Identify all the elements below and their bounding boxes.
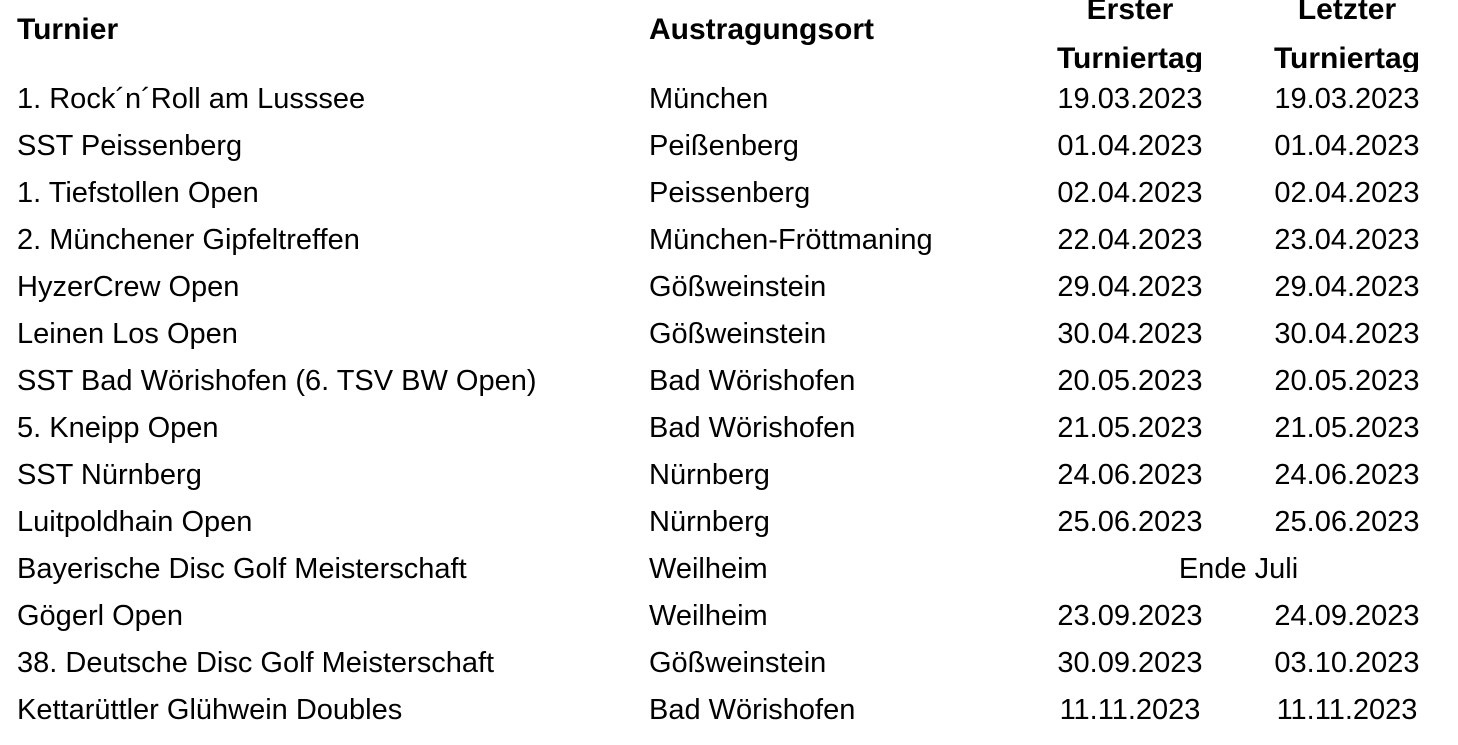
row-first-day: 21.05.2023 [1057,412,1203,444]
row-first-day: 22.04.2023 [1057,224,1203,256]
row-venue: Peissenberg [649,177,811,209]
row-first-day: 11.11.2023 [1059,694,1201,726]
row-first-day: 24.06.2023 [1057,459,1203,491]
row-tournament-name: 1. Rock´n´Roll am Lusssee [17,83,366,115]
row-venue: Bad Wörishofen [649,694,856,726]
row-first-day: 19.03.2023 [1057,83,1203,115]
row-first-day: 20.05.2023 [1057,365,1203,397]
row-tournament-name: 2. Münchener Gipfeltreffen [17,224,360,256]
row-tournament-name: 1. Tiefstollen Open [17,177,259,209]
row-venue: Nürnberg [649,506,770,538]
row-last-day: 24.09.2023 [1274,600,1420,632]
row-tournament-name: SST Peissenberg [17,130,243,162]
row-venue: München-Fröttmaning [649,224,933,256]
row-first-day: 23.09.2023 [1057,600,1203,632]
row-venue: Peißenberg [649,130,799,162]
row-tournament-name: Leinen Los Open [17,318,238,350]
row-first-day: 30.09.2023 [1057,647,1203,679]
row-tournament-name: 5. Kneipp Open [17,412,219,444]
row-venue: Gößweinstein [649,647,827,679]
row-tournament-name: Gögerl Open [17,600,184,632]
row-venue: Gößweinstein [649,271,827,303]
row-last-day: 30.04.2023 [1274,318,1420,350]
row-tournament-name: SST Nürnberg [17,459,202,491]
row-venue: Nürnberg [649,459,770,491]
header-last-day-line2: Turniertag [1273,42,1421,72]
row-last-day: 29.04.2023 [1274,271,1420,303]
header-first-day: Erster Turniertag [1030,0,1230,72]
row-last-day: 02.04.2023 [1274,177,1420,209]
header-first-day-line2: Turniertag [1056,42,1204,72]
header-venue: Austragungsort [649,13,874,46]
row-last-day: 03.10.2023 [1274,647,1420,679]
row-last-day: 19.03.2023 [1274,83,1420,115]
header-tournament: Turnier [17,13,119,46]
row-venue: Weilheim [649,553,768,585]
row-first-day: 25.06.2023 [1057,506,1203,538]
row-last-day: 24.06.2023 [1274,459,1420,491]
row-venue: Bad Wörishofen [649,412,856,444]
row-first-day: 29.04.2023 [1057,271,1203,303]
row-tournament-name: Kettarüttler Glühwein Doubles [17,694,403,726]
header-last-day-line1: Letzter [1297,0,1397,26]
row-tournament-name: 38. Deutsche Disc Golf Meisterschaft [17,647,495,679]
row-last-day: 11.11.2023 [1276,694,1418,726]
header-first-day-line1: Erster [1086,0,1174,26]
row-tournament-name: Luitpoldhain Open [17,506,253,538]
row-last-day: 01.04.2023 [1274,130,1420,162]
row-tournament-name: SST Bad Wörishofen (6. TSV BW Open) [17,365,537,397]
row-venue: München [649,83,769,115]
header-last-day: Letzter Turniertag [1247,0,1447,72]
row-last-day: 25.06.2023 [1274,506,1420,538]
row-last-day: 21.05.2023 [1274,412,1420,444]
row-tournament-name: HyzerCrew Open [17,271,240,303]
row-venue: Weilheim [649,600,768,632]
row-tournament-name: Bayerische Disc Golf Meisterschaft [17,553,467,585]
row-merged-dates: Ende Juli [1178,553,1299,585]
row-first-day: 01.04.2023 [1057,130,1203,162]
row-first-day: 30.04.2023 [1057,318,1203,350]
row-last-day: 20.05.2023 [1274,365,1420,397]
row-venue: Bad Wörishofen [649,365,856,397]
row-venue: Gößweinstein [649,318,827,350]
row-first-day: 02.04.2023 [1057,177,1203,209]
row-last-day: 23.04.2023 [1274,224,1420,256]
